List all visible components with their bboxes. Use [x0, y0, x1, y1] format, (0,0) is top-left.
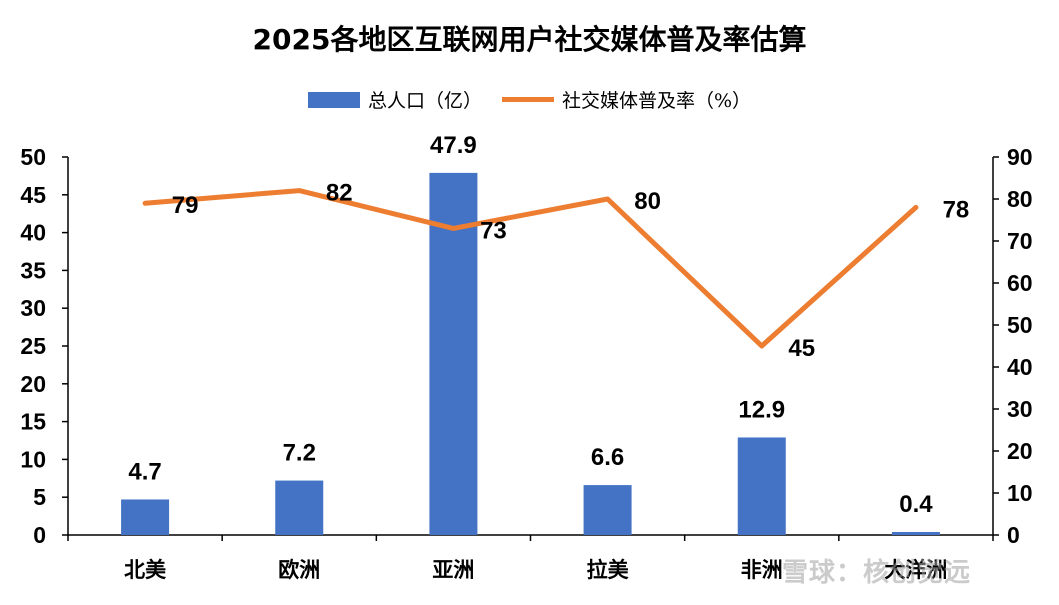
- line-point: [914, 206, 917, 209]
- legend-label-penetration: 社交媒体普及率（%）: [561, 90, 752, 112]
- bar: [737, 437, 786, 535]
- y-right-tick-label: 10: [1007, 480, 1033, 506]
- line-data-label: 45: [788, 335, 815, 362]
- line-point: [606, 198, 609, 200]
- y-left-tick-label: 10: [20, 446, 46, 472]
- y-left-tick-label: 0: [33, 522, 46, 548]
- y-right-tick-label: 30: [1007, 396, 1033, 422]
- legend-swatch-line: [501, 97, 554, 102]
- line-data-label: 78: [943, 196, 970, 223]
- y-left-tick-label: 35: [20, 257, 46, 283]
- bar: [583, 485, 632, 535]
- y-right-tick-label: 90: [1007, 144, 1033, 170]
- legend-item-population: 总人口（亿）: [307, 86, 482, 113]
- bar: [429, 172, 478, 535]
- legend-swatch-bar: [307, 91, 360, 108]
- bar: [891, 531, 940, 535]
- line-data-label: 80: [634, 188, 661, 215]
- y-left-tick-label: 30: [20, 295, 46, 321]
- bar-data-label: 6.6: [591, 444, 624, 471]
- x-tick-label: 亚洲: [432, 557, 474, 582]
- x-tick-label: 拉美: [587, 557, 629, 582]
- legend-item-penetration: 社交媒体普及率（%）: [501, 86, 752, 113]
- y-left-tick-label: 25: [20, 333, 46, 359]
- bar-data-label: 12.9: [738, 396, 785, 423]
- line-data-label: 73: [480, 217, 507, 244]
- y-right-tick-label: 80: [1007, 186, 1033, 212]
- x-tick-label: 非洲: [741, 557, 783, 582]
- line-series: [142, 188, 919, 349]
- y-left-tick-label: 15: [20, 409, 46, 435]
- line-data-label: 79: [172, 192, 199, 219]
- line-data-label: 82: [326, 180, 353, 207]
- y-left-tick-label: 50: [20, 144, 46, 170]
- y-right-tick-label: 40: [1007, 354, 1033, 380]
- y-left-tick-label: 40: [20, 220, 46, 246]
- y-right-tick-label: 50: [1007, 312, 1033, 338]
- legend: 总人口（亿） 社交媒体普及率（%）: [0, 86, 1059, 113]
- x-tick-label: 大洋洲: [884, 557, 947, 582]
- line-point: [298, 189, 301, 192]
- bar: [275, 480, 324, 535]
- watermark-text: 雪球：核创觉远: [782, 558, 972, 588]
- line-point: [144, 202, 147, 205]
- y-right-tick-label: 60: [1007, 270, 1033, 296]
- y-left-tick-label: 45: [20, 182, 46, 208]
- y-right-tick-label: 0: [1007, 522, 1020, 548]
- y-right-tick-label: 20: [1007, 438, 1033, 464]
- bar-data-label: 0.4: [899, 491, 933, 518]
- bar-data-label: 7.2: [283, 440, 316, 467]
- x-tick-label: 北美: [124, 557, 166, 582]
- y-left-tick-label: 5: [33, 484, 46, 510]
- line-point: [452, 227, 455, 230]
- bar-data-label: 4.7: [128, 458, 161, 485]
- y-right-tick-label: 70: [1007, 228, 1033, 254]
- line-point: [760, 345, 763, 347]
- bar-data-label: 47.9: [430, 132, 477, 159]
- x-tick-label: 欧洲: [278, 557, 320, 582]
- chart-title: 2025各地区互联网用户社交媒体普及率估算: [252, 23, 807, 56]
- legend-label-population: 总人口（亿）: [367, 90, 482, 112]
- y-left-tick-label: 20: [20, 371, 46, 397]
- bar: [121, 499, 170, 535]
